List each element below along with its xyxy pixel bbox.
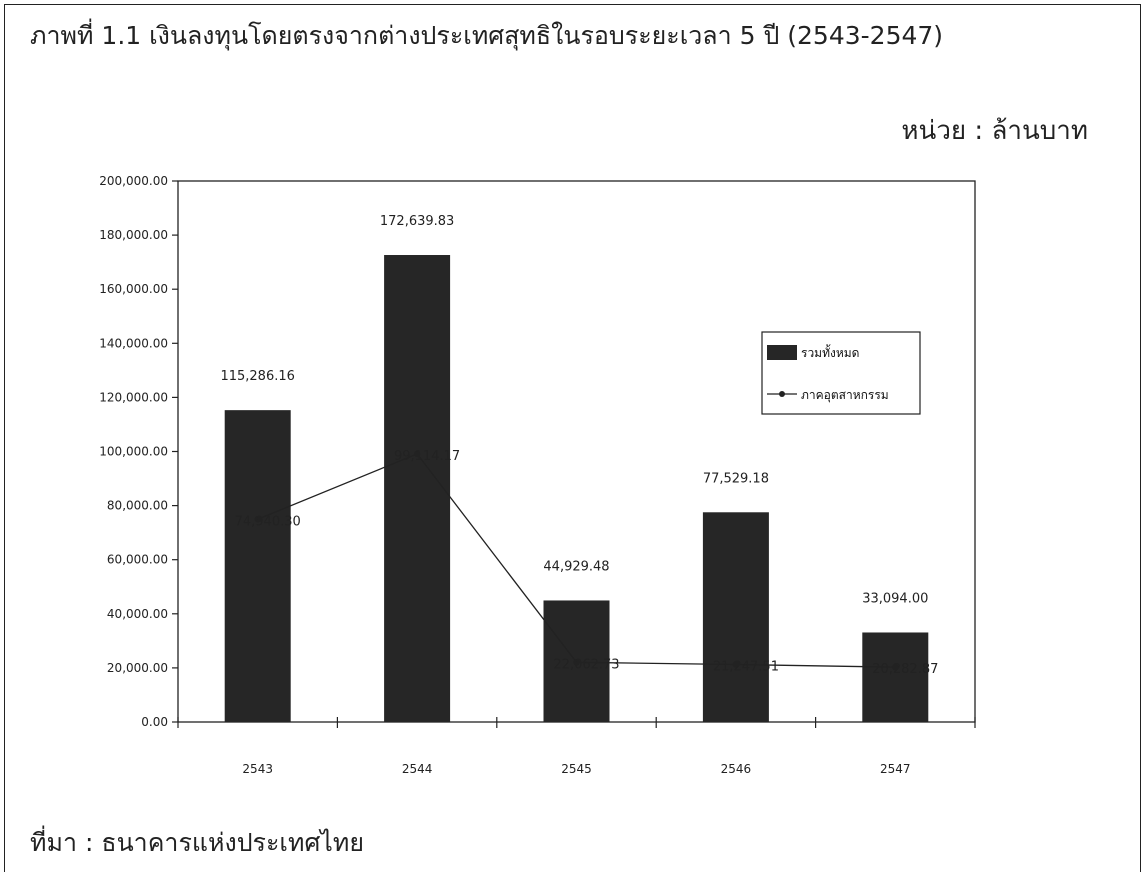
bar [862,632,929,722]
bar-value-label: 44,929.48 [543,559,609,574]
line-value-label: 99,114.17 [394,449,460,464]
y-tick-label: 80,000.00 [107,499,168,513]
figure-frame [4,4,1141,872]
line-value-label: 21,247.51 [713,660,779,675]
line-point [573,659,580,666]
x-tick-label: 2544 [402,762,433,776]
bar [224,410,291,722]
bar [384,255,451,722]
line-point [892,663,899,671]
y-tick-label: 180,000.00 [99,228,168,242]
source-note: ที่มา : ธนาคารแห่งประเทศไทย [30,828,365,857]
line-value-label: 22,062.73 [553,657,619,672]
bar-value-label: 172,639.83 [380,214,454,229]
x-tick-label: 2543 [242,762,273,776]
line-point [254,516,261,523]
y-tick-label: 200,000.00 [99,174,168,188]
line-point [732,661,740,668]
legend-label-line: ภาคอุตสาหกรรม [801,388,889,403]
bar [702,512,769,722]
x-tick-label: 2546 [721,762,752,776]
figure-title: ภาพที่ 1.1 เงินลงทุนโดยตรงจากต่างประเทศส… [30,21,944,50]
bar-value-label: 115,286.16 [220,369,294,384]
x-tick-label: 2545 [561,762,592,776]
y-tick-label: 120,000.00 [99,390,168,404]
x-tick-label: 2547 [880,762,911,776]
y-tick-label: 140,000.00 [99,336,168,350]
y-tick-label: 160,000.00 [99,282,168,296]
y-tick-label: 0.00 [141,715,168,729]
line-value-label: 20,282.87 [872,662,938,677]
bar-value-label: 33,094.00 [862,591,928,606]
legend-swatch-marker [779,391,785,397]
bar-value-label: 77,529.18 [703,471,769,486]
line-point [413,450,421,458]
legend-label-bar: รวมทั้งหมด [801,344,859,360]
y-tick-label: 40,000.00 [107,607,168,621]
y-tick-label: 100,000.00 [99,445,168,459]
y-tick-label: 60,000.00 [107,553,168,567]
unit-label: หน่วย : ล้านบาท [901,116,1088,146]
y-tick-label: 20,000.00 [107,661,168,675]
line-value-label: 74,940.30 [235,514,301,529]
legend-swatch-bar [767,345,797,360]
